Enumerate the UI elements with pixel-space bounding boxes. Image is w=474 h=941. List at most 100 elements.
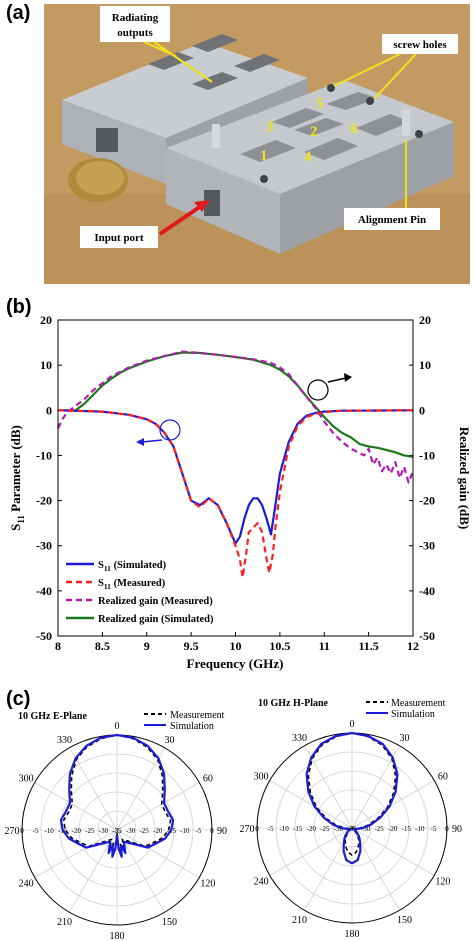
series-line-s11-simulated — [57, 409, 414, 545]
polar-e-radial-label: -25 — [85, 827, 95, 835]
annotation-circle-s11 — [159, 419, 181, 441]
legend-s11-sim-sub: 11 — [104, 564, 111, 573]
legend-label-gain-measured: Realized gain (Measured) — [98, 596, 213, 607]
chart-b-ytick-label-left: -50 — [36, 629, 52, 643]
port-number-1: 1 — [260, 148, 268, 164]
label-radiating-line2: outputs — [117, 27, 153, 39]
polar-e-radial-label: -30 — [99, 827, 109, 835]
cavity-4 — [304, 138, 358, 160]
polar-e-grid-spoke — [116, 747, 165, 831]
polar-h-radial-label: 0 — [255, 825, 259, 833]
chart-b-ylabel-left-main: S — [8, 524, 23, 531]
polar-e-angle-label: 180 — [110, 931, 125, 941]
polar-h-title: 10 GHz H-Plane — [258, 698, 329, 709]
polar-h-angle-label: 330 — [292, 733, 307, 744]
port-number-2: 2 — [310, 124, 318, 140]
label-radiating-line1: Radiating — [112, 12, 159, 24]
polar-e-grid-spoke — [69, 747, 118, 831]
chart-b-ytick-label-right: -40 — [419, 584, 435, 598]
polar-e-radial-label: -20 — [72, 827, 82, 835]
polar-h-radial-label: -15 — [402, 825, 412, 833]
arrow-input-port-head — [194, 200, 210, 212]
chart-b-ytick-label-left: 20 — [40, 313, 52, 327]
legend-label-s11-measured: S11 (Measured) — [98, 578, 166, 591]
label-box-alignment-pin — [344, 208, 440, 230]
chart-b-xtick-label: 10.5 — [269, 639, 290, 653]
polar-e-radial-label: 0 — [20, 827, 24, 835]
polar-e-grid-spoke — [116, 782, 200, 831]
polar-e-angle-label: 150 — [162, 917, 177, 928]
cavity-6 — [356, 114, 410, 136]
polar-e-angle-label: 30 — [165, 735, 175, 746]
polar-h-legend-simulation: Simulation — [391, 709, 435, 720]
polar-e-angle-label: 60 — [203, 774, 213, 785]
screw-hole-4 — [415, 130, 423, 138]
polar-h-angle-label: 0 — [350, 719, 355, 730]
polar-h-radial-label: 0 — [445, 825, 449, 833]
polar-e-plane: 0306090120150180210240270300330-35-35-30… — [5, 721, 228, 941]
panel-label-a: (a) — [6, 2, 31, 24]
cavity-5 — [326, 92, 378, 110]
polar-e-radial-label: -5 — [196, 827, 202, 835]
chart-b-plot-frame — [57, 319, 414, 637]
front-block-side — [280, 122, 454, 254]
polar-e-radial-label: -10 — [180, 827, 190, 835]
screw-hole-2 — [366, 97, 374, 105]
label-box-screw-holes — [382, 34, 458, 54]
chart-b-ytick-label-left: -40 — [36, 584, 52, 598]
polar-h-radial-label: -30 — [334, 825, 344, 833]
polar-e-legend: Measurement Simulation — [144, 710, 225, 732]
chart-b-xtick-label: 9.5 — [184, 639, 199, 653]
chart-b-ytick-label-right: 10 — [419, 358, 431, 372]
cavity-2 — [294, 118, 344, 136]
polar-h-radial-label: -5 — [431, 825, 437, 833]
chart-b-ytick-label-left: -10 — [36, 448, 52, 462]
chart-b-xtick-label: 12 — [407, 639, 419, 653]
polar-e-radial-label: -30 — [126, 827, 136, 835]
polar-e-radial-label: 0 — [210, 827, 214, 835]
arrow-screw-1 — [333, 53, 401, 87]
label-box-radiating — [100, 6, 170, 42]
port-number-5: 5 — [316, 96, 324, 112]
polar-h-series-measurement — [307, 732, 397, 856]
polar-h-radial-label: -30 — [361, 825, 371, 833]
polar-e-angle-label: 210 — [57, 917, 72, 928]
polar-e-radial-label: -25 — [139, 827, 149, 835]
s11-gain-chart: 8 8.5 9 9.5 10 10.5 11 11.5 12 20 20 10 10 0 0 -10 -10 -2… — [8, 313, 472, 671]
polar-h-grid-spoke — [269, 827, 353, 876]
arrow-screw-2 — [373, 53, 417, 100]
polar-h-radial-label: -35 — [347, 825, 357, 833]
polar-h-radial-label: -10 — [279, 825, 289, 833]
legend-s11-meas-main: S — [98, 578, 104, 589]
series-line-realized-gain-measured — [57, 350, 415, 484]
polar-e-grid-spoke — [116, 829, 200, 878]
polar-e-radial-label: -20 — [153, 827, 163, 835]
annotation-arrow-gain-head — [344, 373, 352, 382]
polar-e-radial-label: -35 — [112, 827, 122, 835]
polar-h-angle-label: 120 — [435, 877, 450, 888]
polar-e-angle-label: 0 — [115, 721, 120, 732]
polar-e-angle-label: 240 — [19, 879, 34, 890]
polar-h-grid-spoke — [269, 780, 353, 829]
polar-e-legend-measurement: Measurement — [170, 710, 225, 721]
chart-b-ylabel-left-rest: Parameter (dB) — [8, 425, 23, 515]
polar-e-radial-label: -5 — [33, 827, 39, 835]
polar-h-angle-label: 270 — [240, 824, 255, 835]
chart-b-xtick-label: 10 — [230, 639, 242, 653]
polar-e-series-simulation — [59, 733, 175, 858]
polar-e-angle-label: 270 — [5, 826, 20, 837]
polar-h-angle-label: 60 — [438, 772, 448, 783]
chart-b-xtick-label: 8 — [55, 639, 61, 653]
polar-h-angle-label: 300 — [254, 772, 269, 783]
port-number-4: 4 — [304, 149, 312, 165]
front-block-front — [166, 148, 280, 254]
legend-label-gain-simulated: Realized gain (Simulated) — [98, 614, 214, 625]
chart-b-ytick-label-left: -30 — [36, 539, 52, 553]
polar-h-angle-label: 150 — [397, 915, 412, 926]
alignment-pin-left — [212, 124, 220, 148]
chart-b-ytick-label-right: -30 — [419, 539, 435, 553]
polar-e-radial-label: -35 — [112, 827, 122, 835]
polar-h-radial-label: -20 — [307, 825, 317, 833]
chart-b-xtick-label: 8.5 — [95, 639, 110, 653]
input-port-opening — [204, 190, 220, 216]
